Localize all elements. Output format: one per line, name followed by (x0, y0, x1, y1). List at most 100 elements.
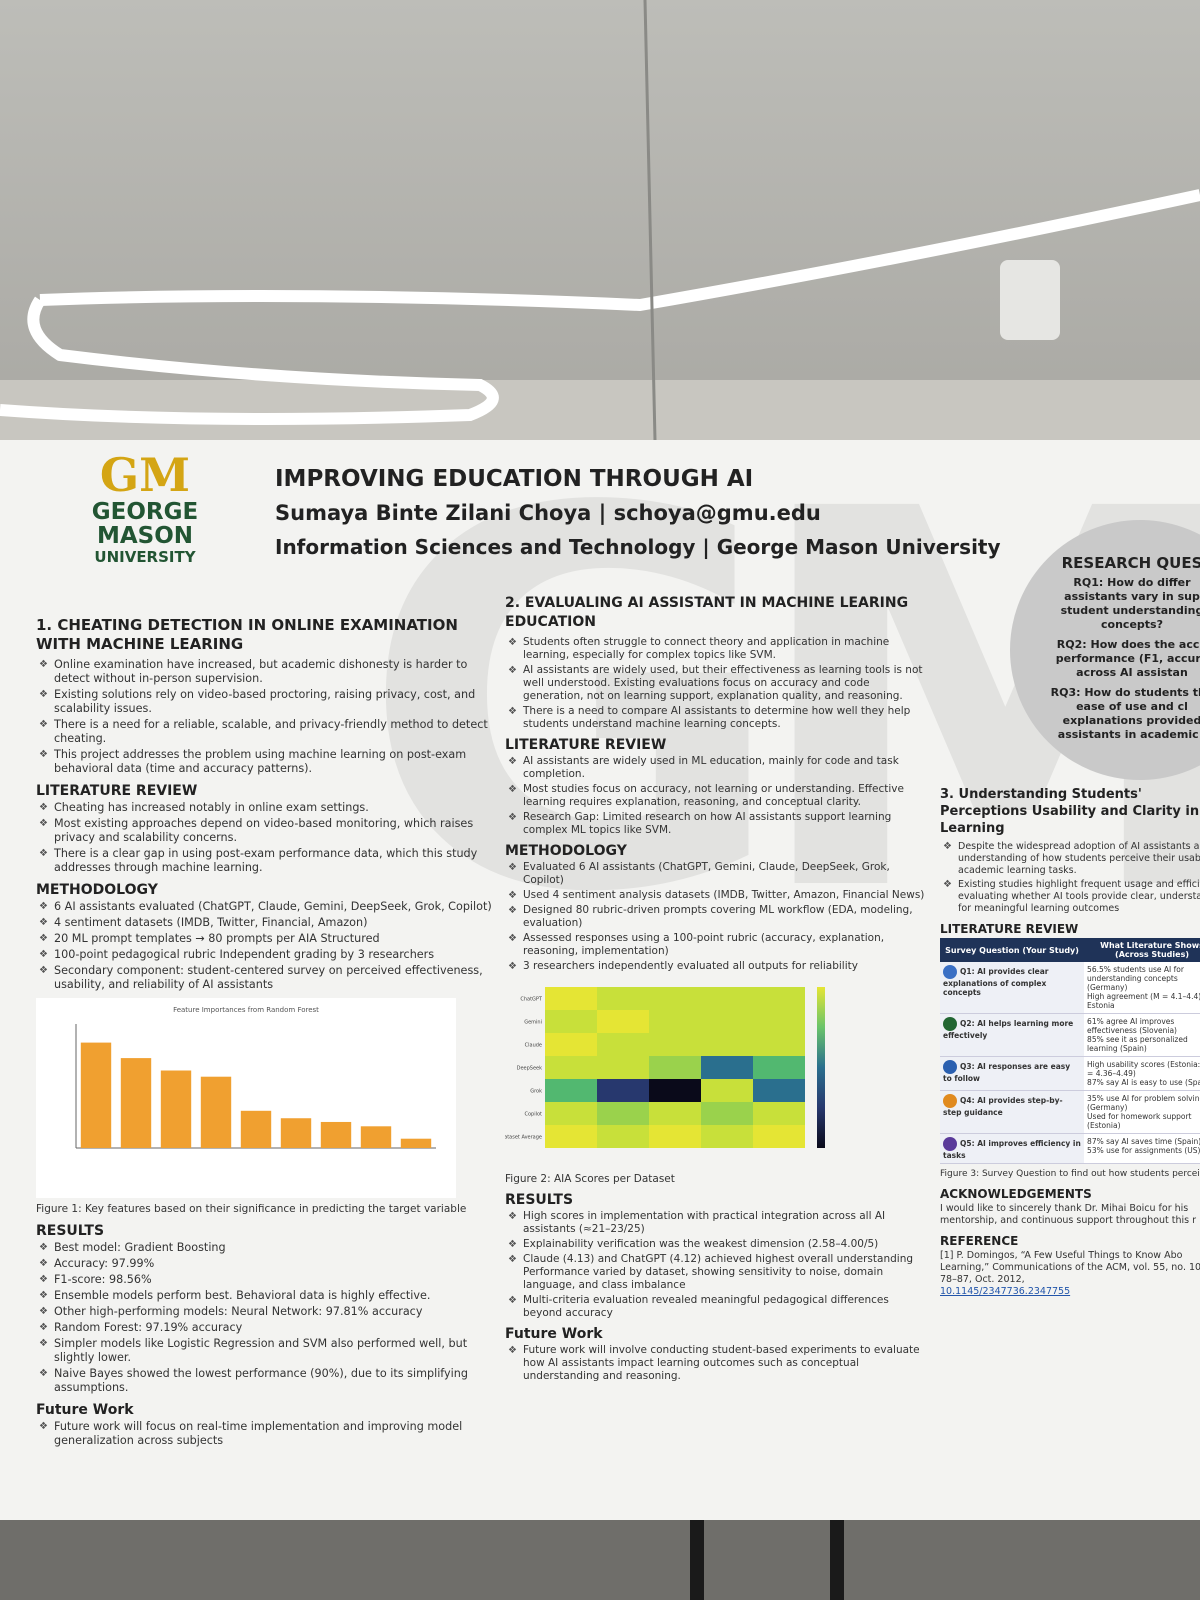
finding: 61% agree AI improves effectiveness (Slo… (1087, 1017, 1177, 1035)
author: Sumaya Binte Zilani Choya | schoya@gmu.e… (275, 501, 821, 525)
caption: Figure 1: Key features based on their si… (36, 1203, 467, 1215)
row-label: Dataset Average (505, 1135, 542, 1141)
light-ring (0, 296, 499, 425)
bullet: This project addresses the problem using… (39, 748, 496, 776)
research-question: RQ1: How do differ assistants vary in su… (1060, 576, 1200, 631)
finding: 35% use AI for problem solving (Germany) (1087, 1094, 1200, 1112)
bullet: Most studies focus on accuracy, not lear… (508, 783, 925, 809)
heatmap-cell (545, 1079, 597, 1102)
heatmap-cell (649, 1102, 701, 1125)
heatmap-cell (753, 1125, 805, 1148)
subheading: METHODOLOGY (505, 843, 627, 859)
section-title: 2. EVALUALING AI ASSISTANT IN MACHINE LE… (505, 595, 909, 630)
heatmap-cell (597, 1102, 649, 1125)
perception-table: Survey Question (Your Study) What Litera… (940, 938, 1200, 1164)
bullet-list: Evaluated 6 AI assistants (ChatGPT, Gemi… (505, 861, 925, 973)
heatmap-cell (701, 1056, 753, 1079)
easel-leg (690, 1500, 704, 1600)
table-header: What Literature Shows (Across Studies) (1084, 938, 1200, 962)
bullet-list: High scores in implementation with pract… (505, 1210, 925, 1320)
colorbar (817, 987, 825, 1148)
university-name: MASON (96, 523, 194, 549)
logo-mark: GM (99, 448, 191, 502)
table-row: Q3: AI responses are easy to follow High … (940, 1056, 1200, 1091)
bullet: Despite the widespread adoption of AI as… (943, 841, 1200, 877)
bullet: Multi-criteria evaluation revealed meani… (508, 1294, 925, 1320)
question-cell: Q4: AI provides step-by-step guidance (940, 1090, 1085, 1134)
question: Q3: AI responses are easy to follow (943, 1062, 1071, 1083)
heatmap-cell (701, 1033, 753, 1056)
bullet: Ensemble models perform best. Behavioral… (39, 1289, 496, 1303)
caption: Figure 2: AIA Scores per Dataset (505, 1173, 675, 1185)
bullet: Designed 80 rubric-driven prompts coveri… (508, 904, 925, 930)
subheading: LITERATURE REVIEW (36, 783, 198, 799)
row-label: ChatGPT (520, 997, 543, 1003)
bullet: 6 AI assistants evaluated (ChatGPT, Clau… (39, 900, 496, 914)
heatmap-cell (597, 1010, 649, 1033)
bar (240, 1110, 272, 1148)
findings-cell: 61% agree AI improves effectiveness (Slo… (1084, 1013, 1200, 1057)
research-question: RQ2: How does the accu performance (F1, … (1055, 638, 1200, 679)
bullet-list: AI assistants are widely used in ML educ… (505, 755, 925, 837)
finding: High usability scores (Estonia: M = 4.36… (1087, 1060, 1200, 1078)
acknowledgement: I would like to sincerely thank Dr. Miha… (940, 1203, 1197, 1226)
bullet: 20 ML prompt templates → 80 prompts per … (39, 932, 496, 946)
question-cell: Q2: AI helps learning more effectively (940, 1013, 1085, 1057)
finding: 53% use for assignments (US) (1087, 1146, 1200, 1155)
table-row: Q5: AI improves efficiency in tasks 87% s… (940, 1133, 1200, 1164)
reference: [1] P. Domingos, “A Few Useful Things to… (940, 1250, 1200, 1285)
cable (643, 0, 657, 441)
row-label: DeepSeek (517, 1066, 543, 1072)
bar (400, 1138, 432, 1148)
speaker (1000, 260, 1060, 340)
bullet-list: Despite the widespread adoption of AI as… (940, 841, 1200, 915)
heatmap-cell (753, 1056, 805, 1079)
header: IMPROVING EDUCATION THROUGH AI Sumaya Bi… (275, 462, 1001, 564)
rq-list: RQ1: How do differ assistants vary in su… (1042, 576, 1200, 742)
findings-cell: 35% use AI for problem solving (Germany)… (1084, 1090, 1200, 1134)
heatmap-cell (753, 1033, 805, 1056)
bullet-list: Future work will involve conducting stud… (505, 1344, 925, 1383)
subheading: Future Work (505, 1326, 603, 1342)
bullet: Research Gap: Limited research on how AI… (508, 811, 925, 837)
bar (320, 1121, 352, 1148)
figure-1: Feature Importances from Random Forest (36, 998, 456, 1198)
subheading: RESULTS (36, 1223, 105, 1239)
bullet-list: Cheating has increased notably in online… (36, 801, 496, 875)
heatmap-cell (649, 1010, 701, 1033)
finding: 87% say AI is easy to use (Spain) (1087, 1078, 1200, 1087)
poster: GM GM GEORGE MASON UNIVERSITY IMPROVING … (0, 440, 1200, 1520)
bullet: Other high-performing models: Neural Net… (39, 1305, 496, 1319)
section-3: 3. Understanding Students' Perceptions U… (940, 780, 1200, 1298)
heatmap-cell (753, 987, 805, 1010)
doi-link[interactable]: 10.1145/2347736.2347755 (940, 1286, 1071, 1297)
heatmap-cell (597, 1079, 649, 1102)
research-questions: RESEARCH QUES RQ1: How do differ assista… (1010, 520, 1200, 780)
logo: GM GEORGE MASON UNIVERSITY (70, 450, 220, 566)
floor (0, 1520, 1200, 1600)
icon (943, 1137, 957, 1151)
university-name: GEORGE (91, 499, 199, 525)
bullet: Simpler models like Logistic Regression … (39, 1337, 496, 1365)
bullet: F1-score: 98.56% (39, 1273, 496, 1287)
table-row: Q2: AI helps learning more effectively 61… (940, 1013, 1200, 1057)
heatmap-cell (753, 1010, 805, 1033)
bullet: Existing studies highlight frequent usag… (943, 879, 1200, 915)
icon (943, 1094, 957, 1108)
subheading: RESULTS (505, 1192, 574, 1208)
heatmap-cell (545, 1125, 597, 1148)
rq-title: RESEARCH QUES (1061, 554, 1200, 572)
finding: High agreement (M = 4.1–4.4) in Estonia (1087, 992, 1200, 1010)
row-label: Grok (530, 1089, 542, 1095)
table-header: Survey Question (Your Study) (940, 938, 1085, 962)
finding: 56.5% students use AI for understanding … (1087, 965, 1184, 992)
heatmap-cell (701, 1079, 753, 1102)
bullet: Accuracy: 97.99% (39, 1257, 496, 1271)
affiliation: Information Sciences and Technology | Ge… (275, 535, 1001, 559)
heatmap-cell (701, 1125, 753, 1148)
bar (160, 1070, 192, 1148)
icon (943, 1060, 957, 1074)
bullet-list: Online examination have increased, but a… (36, 658, 496, 776)
bullet: Most existing approaches depend on video… (39, 817, 496, 845)
heatmap-cell (597, 1125, 649, 1148)
